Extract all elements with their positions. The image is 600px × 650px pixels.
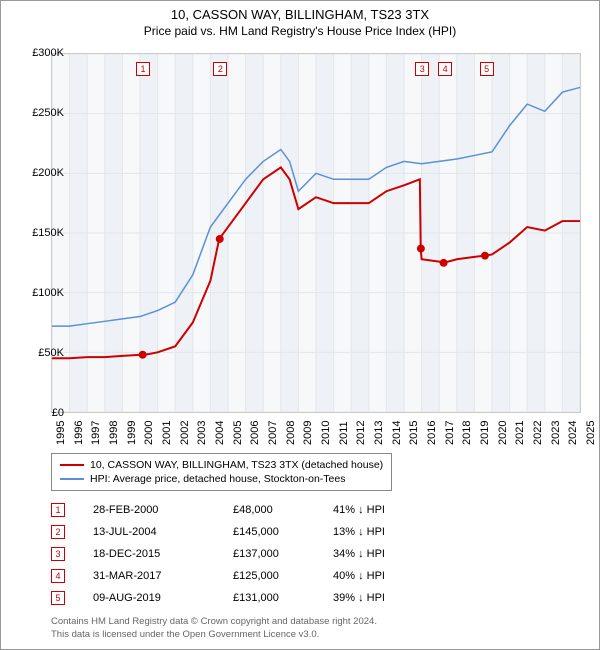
y-tick: £250K (14, 107, 64, 119)
x-tick: 2007 (267, 421, 279, 445)
x-tick: 1998 (108, 421, 120, 445)
sale-marker-1: 1 (136, 62, 150, 76)
row-marker: 2 (51, 525, 65, 539)
table-row: 3 18-DEC-2015£137,00034% ↓ HPI (51, 543, 433, 565)
x-tick: 2013 (373, 421, 385, 445)
footer-line1: Contains HM Land Registry data © Crown c… (51, 616, 377, 628)
table-row: 5 09-AUG-2019£131,00039% ↓ HPI (51, 587, 433, 609)
row-price: £125,000 (233, 570, 333, 582)
x-tick: 2012 (355, 421, 367, 445)
legend-item: 10, CASSON WAY, BILLINGHAM, TS23 3TX (de… (60, 458, 383, 472)
x-tick: 2010 (320, 421, 332, 445)
x-tick: 1995 (55, 421, 67, 445)
table-row: 1 28-FEB-2000£48,00041% ↓ HPI (51, 499, 433, 521)
row-pct: 34% ↓ HPI (333, 548, 433, 560)
footer: Contains HM Land Registry data © Crown c… (51, 616, 377, 641)
x-tick: 2014 (391, 421, 403, 445)
header: 10, CASSON WAY, BILLINGHAM, TS23 3TX Pri… (1, 1, 599, 40)
x-tick: 2009 (302, 421, 314, 445)
row-marker: 1 (51, 503, 65, 517)
row-date: 31-MAR-2017 (93, 570, 233, 582)
x-tick: 2017 (444, 421, 456, 445)
table-row: 2 13-JUL-2004£145,00013% ↓ HPI (51, 521, 433, 543)
chart-svg (52, 54, 580, 412)
x-tick: 2015 (408, 421, 420, 445)
x-tick: 2004 (214, 421, 226, 445)
x-tick: 2019 (479, 421, 491, 445)
x-tick: 2016 (426, 421, 438, 445)
x-tick: 2022 (532, 421, 544, 445)
row-price: £137,000 (233, 548, 333, 560)
row-price: £131,000 (233, 592, 333, 604)
row-pct: 40% ↓ HPI (333, 570, 433, 582)
row-pct: 13% ↓ HPI (333, 526, 433, 538)
y-tick: £150K (14, 227, 64, 239)
x-tick: 2006 (249, 421, 261, 445)
legend-item: HPI: Average price, detached house, Stoc… (60, 472, 383, 486)
y-tick: £50K (14, 347, 64, 359)
sale-marker-4: 4 (438, 62, 452, 76)
x-tick: 1997 (90, 421, 102, 445)
x-tick: 2000 (143, 421, 155, 445)
row-price: £145,000 (233, 526, 333, 538)
x-tick: 2011 (338, 421, 350, 445)
legend-swatch (60, 478, 84, 480)
legend-swatch (60, 464, 84, 466)
footer-line2: This data is licensed under the Open Gov… (51, 629, 377, 641)
x-tick: 2025 (585, 421, 597, 445)
chart-subtitle: Price paid vs. HM Land Registry's House … (11, 24, 589, 38)
row-marker: 5 (51, 591, 65, 605)
row-date: 13-JUL-2004 (93, 526, 233, 538)
y-tick: £0 (14, 407, 64, 419)
row-pct: 39% ↓ HPI (333, 592, 433, 604)
x-tick: 2018 (461, 421, 473, 445)
x-tick: 2002 (179, 421, 191, 445)
x-tick: 2008 (285, 421, 297, 445)
sale-marker-2: 2 (213, 62, 227, 76)
x-tick: 2003 (196, 421, 208, 445)
x-tick: 2024 (567, 421, 579, 445)
x-tick: 2020 (497, 421, 509, 445)
sale-marker-5: 5 (480, 62, 494, 76)
x-tick: 2021 (514, 421, 526, 445)
row-marker: 4 (51, 569, 65, 583)
row-pct: 41% ↓ HPI (333, 504, 433, 516)
legend-label: HPI: Average price, detached house, Stoc… (90, 473, 345, 485)
x-tick: 1996 (73, 421, 85, 445)
table-row: 4 31-MAR-2017£125,00040% ↓ HPI (51, 565, 433, 587)
row-date: 28-FEB-2000 (93, 504, 233, 516)
y-tick: £100K (14, 287, 64, 299)
y-tick: £200K (14, 167, 64, 179)
legend-label: 10, CASSON WAY, BILLINGHAM, TS23 3TX (de… (90, 459, 383, 471)
plot-area: 1 2 34 5 (51, 53, 581, 413)
legend: 10, CASSON WAY, BILLINGHAM, TS23 3TX (de… (51, 453, 392, 491)
sale-marker-3: 3 (415, 62, 429, 76)
y-tick: £300K (14, 47, 64, 59)
chart-container: 10, CASSON WAY, BILLINGHAM, TS23 3TX Pri… (0, 0, 600, 650)
x-tick: 2005 (232, 421, 244, 445)
x-tick: 2023 (550, 421, 562, 445)
row-price: £48,000 (233, 504, 333, 516)
sales-table: 1 28-FEB-2000£48,00041% ↓ HPI 2 13-JUL-2004… (51, 499, 433, 609)
row-date: 18-DEC-2015 (93, 548, 233, 560)
x-tick: 2001 (161, 421, 173, 445)
row-marker: 3 (51, 547, 65, 561)
x-tick: 1999 (126, 421, 138, 445)
row-date: 09-AUG-2019 (93, 592, 233, 604)
chart-title: 10, CASSON WAY, BILLINGHAM, TS23 3TX (11, 7, 589, 22)
